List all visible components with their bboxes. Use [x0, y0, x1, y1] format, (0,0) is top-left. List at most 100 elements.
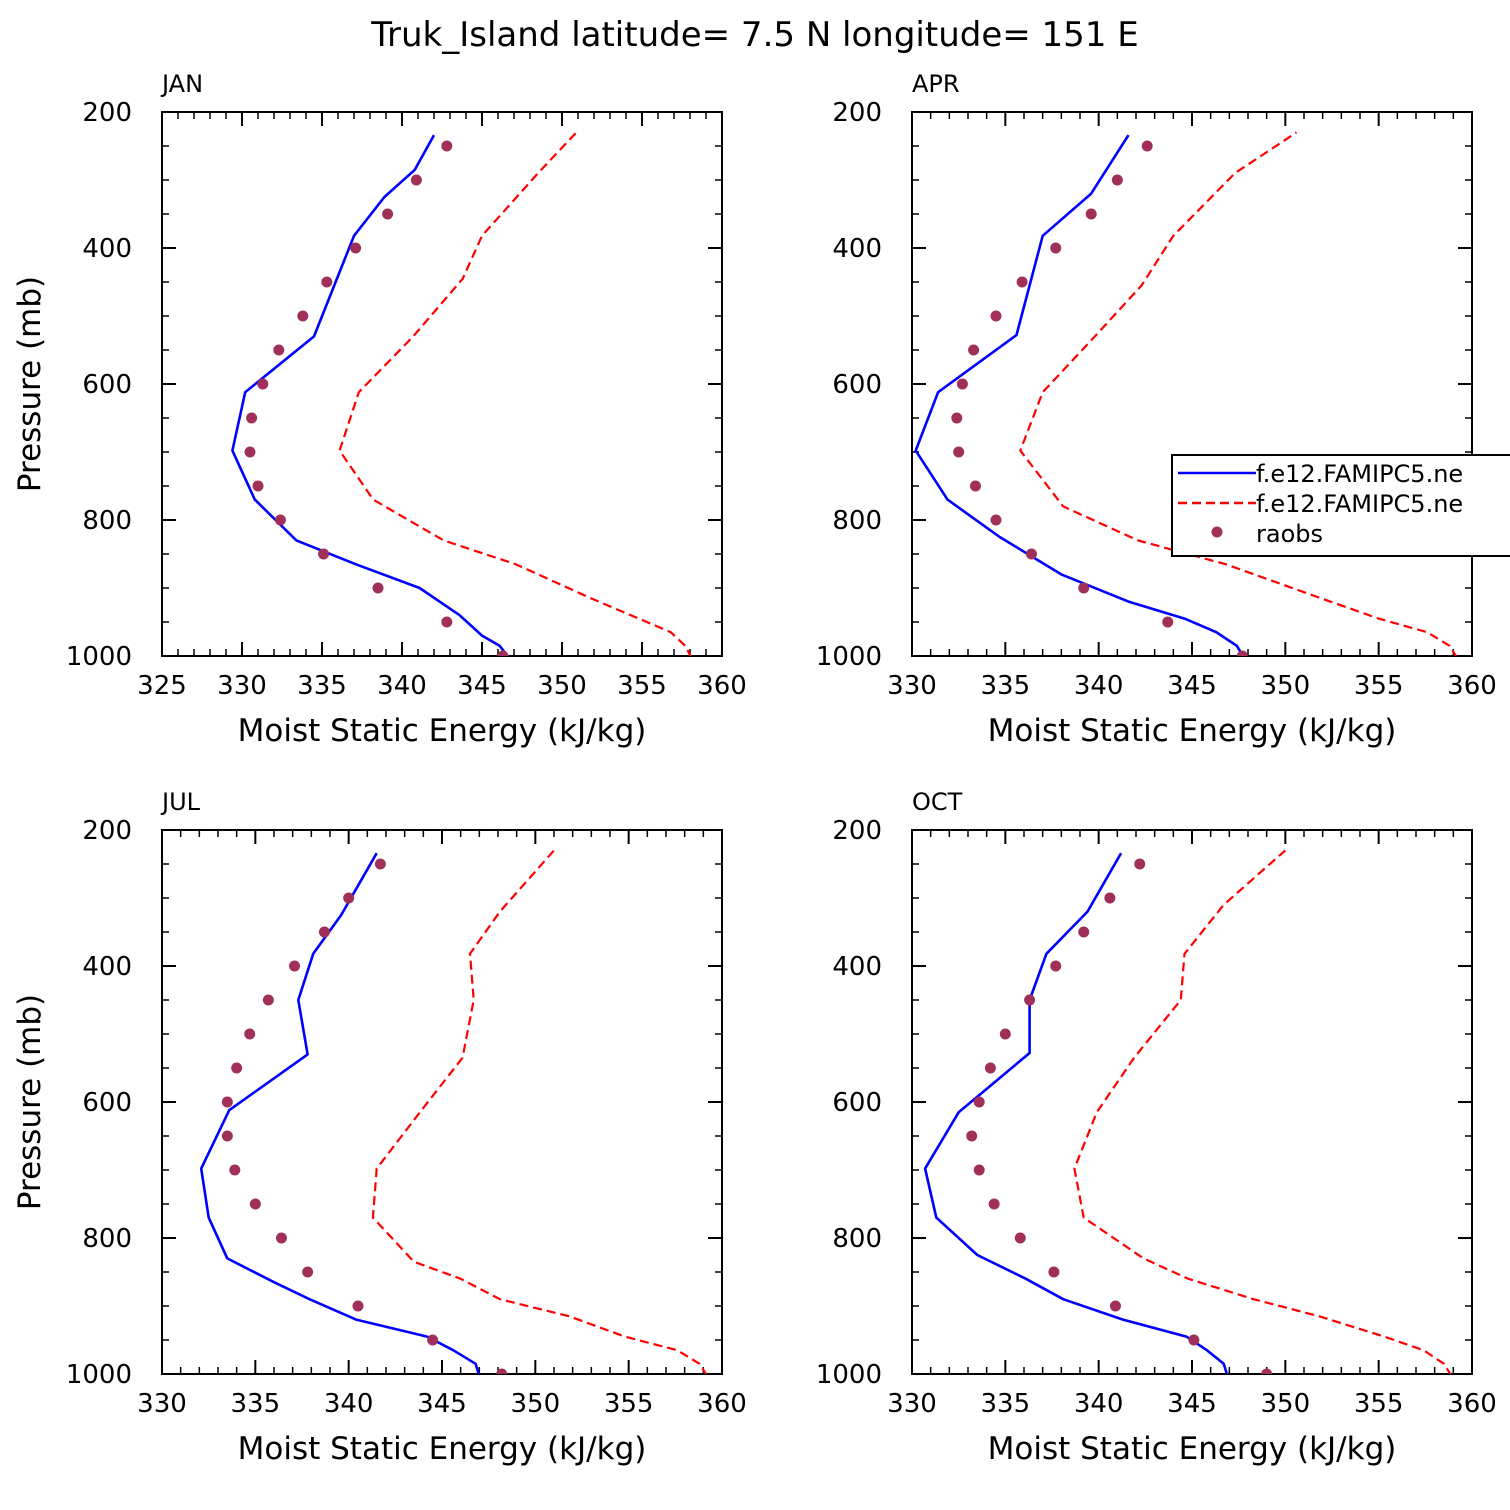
raobs-point — [1134, 858, 1146, 870]
raobs-point — [244, 1028, 256, 1040]
legend-label: f.e12.FAMIPC5.ne — [1256, 490, 1463, 518]
chart-panel-apr: 330 335 340 345 350 355 360 200 400 600 800 1000 APR… — [816, 70, 1497, 749]
raobs-point — [441, 140, 453, 152]
raobs-point — [382, 208, 394, 220]
x-axis-label: Moist Static Energy (kJ/kg) — [238, 1431, 647, 1467]
raobs-point — [302, 1266, 314, 1278]
x-tick-label: 335 — [981, 671, 1031, 701]
x-tick-label: 355 — [1354, 1389, 1404, 1419]
raobs-point — [289, 960, 301, 972]
x-tick-label: 345 — [1167, 1389, 1217, 1419]
x-tick-label: 350 — [1261, 671, 1311, 701]
raobs-point — [969, 480, 981, 492]
y-axis-label: Pressure (mb) — [12, 276, 48, 492]
raobs-point — [1024, 994, 1036, 1006]
x-tick-label: 335 — [297, 671, 347, 701]
y-tick-label: 1000 — [66, 1360, 132, 1390]
figure-title: Truk_Island latitude= 7.5 N longitude= 1… — [370, 15, 1139, 55]
x-tick-label: 350 — [1261, 1389, 1311, 1419]
plot-frame — [161, 111, 723, 657]
raobs-point — [1050, 960, 1062, 972]
model-1-line — [231, 134, 510, 656]
raobs-point — [1078, 582, 1090, 594]
raobs-point — [275, 1232, 287, 1244]
series-group — [914, 131, 1458, 656]
raobs-point — [1048, 1266, 1060, 1278]
y-tick-label: 800 — [82, 506, 132, 536]
x-tick-label: 350 — [511, 1389, 561, 1419]
y-axis-label: Pressure (mb) — [12, 994, 48, 1210]
x-axis-label: Moist Static Energy (kJ/kg) — [988, 1431, 1397, 1467]
x-tick-label: 340 — [1074, 1389, 1124, 1419]
raobs-point — [249, 1198, 261, 1210]
x-tick-label: 355 — [604, 1389, 654, 1419]
x-tick-label: 345 — [417, 1389, 467, 1419]
raobs-point — [1261, 1368, 1273, 1374]
raobs-point — [350, 242, 362, 254]
y-tick-label: 800 — [832, 506, 882, 536]
raobs-point — [999, 1028, 1011, 1040]
x-axis-label: Moist Static Energy (kJ/kg) — [238, 713, 647, 749]
series-group — [231, 131, 692, 656]
y-tick-label: 600 — [832, 370, 882, 400]
raobs-point — [441, 616, 453, 628]
raobs-point — [257, 378, 269, 390]
x-tick-label: 340 — [1074, 671, 1124, 701]
raobs-point — [990, 310, 1002, 322]
raobs-point — [1025, 548, 1037, 560]
y-tick-label: 200 — [832, 98, 882, 128]
plot-frame — [911, 111, 1473, 657]
y-tick-label: 200 — [832, 816, 882, 846]
raobs-point — [966, 1130, 978, 1142]
model-2-line — [1073, 849, 1452, 1374]
y-tick-label: 1000 — [66, 642, 132, 672]
raobs-point — [1016, 276, 1028, 288]
raobs-point — [318, 548, 330, 560]
raobs-point — [427, 1334, 439, 1346]
y-tick-label: 200 — [82, 98, 132, 128]
x-tick-label: 335 — [231, 1389, 281, 1419]
raobs-point — [1236, 650, 1248, 656]
panel-label: JAN — [160, 70, 203, 98]
raobs-point — [297, 310, 309, 322]
raobs-point — [221, 1096, 233, 1108]
x-axis-label: Moist Static Energy (kJ/kg) — [988, 713, 1397, 749]
raobs-point — [229, 1164, 241, 1176]
raobs-point — [318, 926, 330, 938]
y-tick-label: 600 — [82, 370, 132, 400]
x-tick-label: 340 — [377, 671, 427, 701]
legend-label: raobs — [1256, 520, 1323, 548]
raobs-point — [274, 514, 286, 526]
raobs-point — [1188, 1334, 1200, 1346]
raobs-point — [374, 858, 386, 870]
plot-frame — [911, 829, 1473, 1375]
x-tick-label: 335 — [981, 1389, 1031, 1419]
legend-marker-raobs — [1211, 526, 1223, 538]
model-1-line — [199, 852, 481, 1374]
raobs-point — [973, 1164, 985, 1176]
panel-label: APR — [912, 70, 960, 98]
x-tick-label: 360 — [697, 1389, 747, 1419]
raobs-point — [343, 892, 355, 904]
raobs-point — [231, 1062, 243, 1074]
x-tick-label: 345 — [1167, 671, 1217, 701]
y-tick-label: 800 — [82, 1224, 132, 1254]
raobs-point — [1014, 1232, 1026, 1244]
model-1-line — [914, 134, 1245, 656]
x-tick-label: 345 — [457, 671, 507, 701]
y-tick-label: 400 — [82, 234, 132, 264]
x-tick-label: 330 — [887, 1389, 937, 1419]
x-tick-label: 330 — [137, 1389, 187, 1419]
raobs-point — [496, 1368, 508, 1374]
raobs-point — [352, 1300, 364, 1312]
raobs-point — [956, 378, 968, 390]
model-2-line — [1019, 131, 1458, 656]
x-tick-label: 350 — [537, 671, 587, 701]
raobs-point — [968, 344, 980, 356]
raobs-point — [984, 1062, 996, 1074]
raobs-point — [497, 650, 509, 656]
raobs-point — [1141, 140, 1153, 152]
series-group — [199, 849, 708, 1374]
